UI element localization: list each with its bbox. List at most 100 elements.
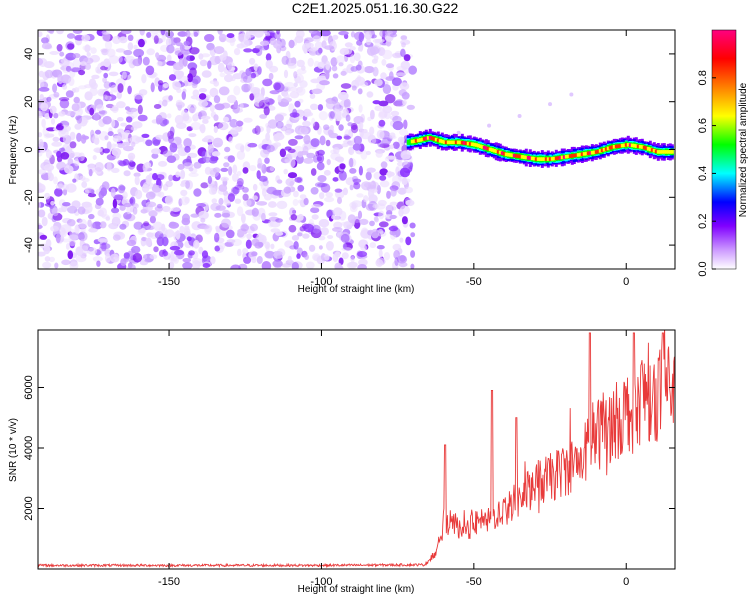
ridge-core: [412, 139, 416, 143]
noise-blob: [264, 251, 276, 259]
noise-blob: [171, 207, 181, 213]
noise-blob: [316, 156, 323, 162]
noise-blob: [352, 143, 362, 151]
noise-blob: [399, 128, 409, 136]
noise-blob: [120, 122, 127, 127]
noise-blob: [92, 134, 100, 144]
ridge-core: [646, 147, 650, 151]
noise-blob: [405, 199, 415, 207]
noise-blob: [226, 33, 235, 39]
noise-blob: [158, 160, 168, 167]
noise-blob: [115, 48, 126, 53]
ridge-core: [502, 152, 506, 156]
noise-blob: [185, 30, 191, 38]
noise-blob: [308, 244, 316, 252]
noise-blob: [402, 99, 407, 106]
noise-blob: [131, 141, 136, 148]
noise-blob: [96, 260, 101, 267]
noise-blob: [190, 122, 202, 130]
noise-blob: [76, 115, 82, 124]
ridge-core: [670, 150, 674, 154]
noise-blob: [259, 162, 265, 171]
noise-blob: [273, 142, 282, 148]
noise-blob: [233, 48, 241, 56]
noise-blob: [193, 188, 202, 197]
noise-blob: [281, 97, 293, 103]
noise-blob: [394, 99, 404, 106]
noise-blob: [251, 238, 260, 247]
noise-blob: [218, 86, 230, 96]
noise-blob: [325, 100, 337, 110]
noise-blob: [226, 239, 236, 244]
noise-blob: [229, 38, 235, 47]
ridge-core: [496, 150, 500, 154]
noise-blob: [335, 55, 346, 64]
noise-blob: [174, 249, 184, 256]
noise-blob: [374, 78, 383, 87]
noise-blob: [190, 32, 195, 37]
noise-blob: [127, 85, 132, 95]
noise-blob: [254, 125, 261, 135]
noise-blob: [223, 162, 230, 168]
y-tick-label: -40: [23, 237, 35, 253]
noise-blob: [386, 190, 391, 199]
noise-blob: [269, 166, 275, 172]
noise-blob: [269, 37, 277, 46]
noise-blob: [199, 59, 208, 67]
ridge-core: [560, 155, 564, 160]
noise-blob: [112, 198, 118, 209]
noise-blob: [264, 96, 270, 103]
noise-blob: [378, 109, 388, 118]
noise-blob: [218, 33, 227, 43]
noise-blob: [405, 236, 412, 246]
ridge-band: [408, 139, 412, 145]
noise-blob: [270, 243, 275, 250]
noise-blob: [124, 55, 135, 63]
ridge-core: [650, 148, 654, 152]
noise-blob: [267, 119, 278, 129]
noise-blob: [327, 235, 334, 239]
noise-blob: [330, 152, 341, 161]
noise-blob: [168, 261, 175, 269]
ridge-core: [520, 155, 524, 159]
noise-blob: [256, 256, 263, 264]
noise-blob: [69, 141, 77, 149]
noise-blob: [223, 116, 229, 123]
noise-blob: [176, 99, 183, 106]
noise-blob: [374, 105, 383, 112]
noise-blob: [141, 74, 147, 84]
ridge-core: [592, 150, 596, 155]
noise-blob: [126, 116, 133, 123]
noise-blob: [403, 54, 411, 62]
noise-blob: [399, 167, 411, 178]
noise-blob: [153, 35, 159, 44]
ridge-core: [564, 154, 568, 159]
noise-blob: [325, 241, 334, 251]
noise-blob: [200, 115, 211, 120]
noise-blob: [102, 77, 107, 83]
noise-blob: [182, 57, 188, 67]
ridge-core: [434, 137, 438, 142]
noise-blob: [313, 155, 319, 163]
noise-blob: [392, 141, 400, 149]
ridge-core: [602, 147, 606, 152]
noise-blob: [226, 229, 235, 239]
noise-blob: [122, 145, 134, 152]
noise-blob: [122, 191, 128, 199]
noise-blob: [87, 193, 97, 198]
noise-blob: [185, 180, 190, 189]
ridge-core: [640, 145, 644, 149]
noise-blob: [294, 177, 303, 183]
noise-blob: [397, 187, 407, 195]
noise-blob: [209, 80, 218, 85]
noise-blob: [99, 243, 111, 250]
ridge-core: [612, 145, 616, 149]
noise-blob: [182, 261, 193, 269]
noise-blob: [349, 184, 354, 191]
noise-blob: [340, 83, 352, 89]
noise-blob: [317, 175, 327, 183]
noise-blob: [410, 263, 415, 269]
noise-blob: [221, 218, 231, 228]
noise-blob: [123, 252, 130, 259]
noise-blob: [268, 72, 274, 80]
